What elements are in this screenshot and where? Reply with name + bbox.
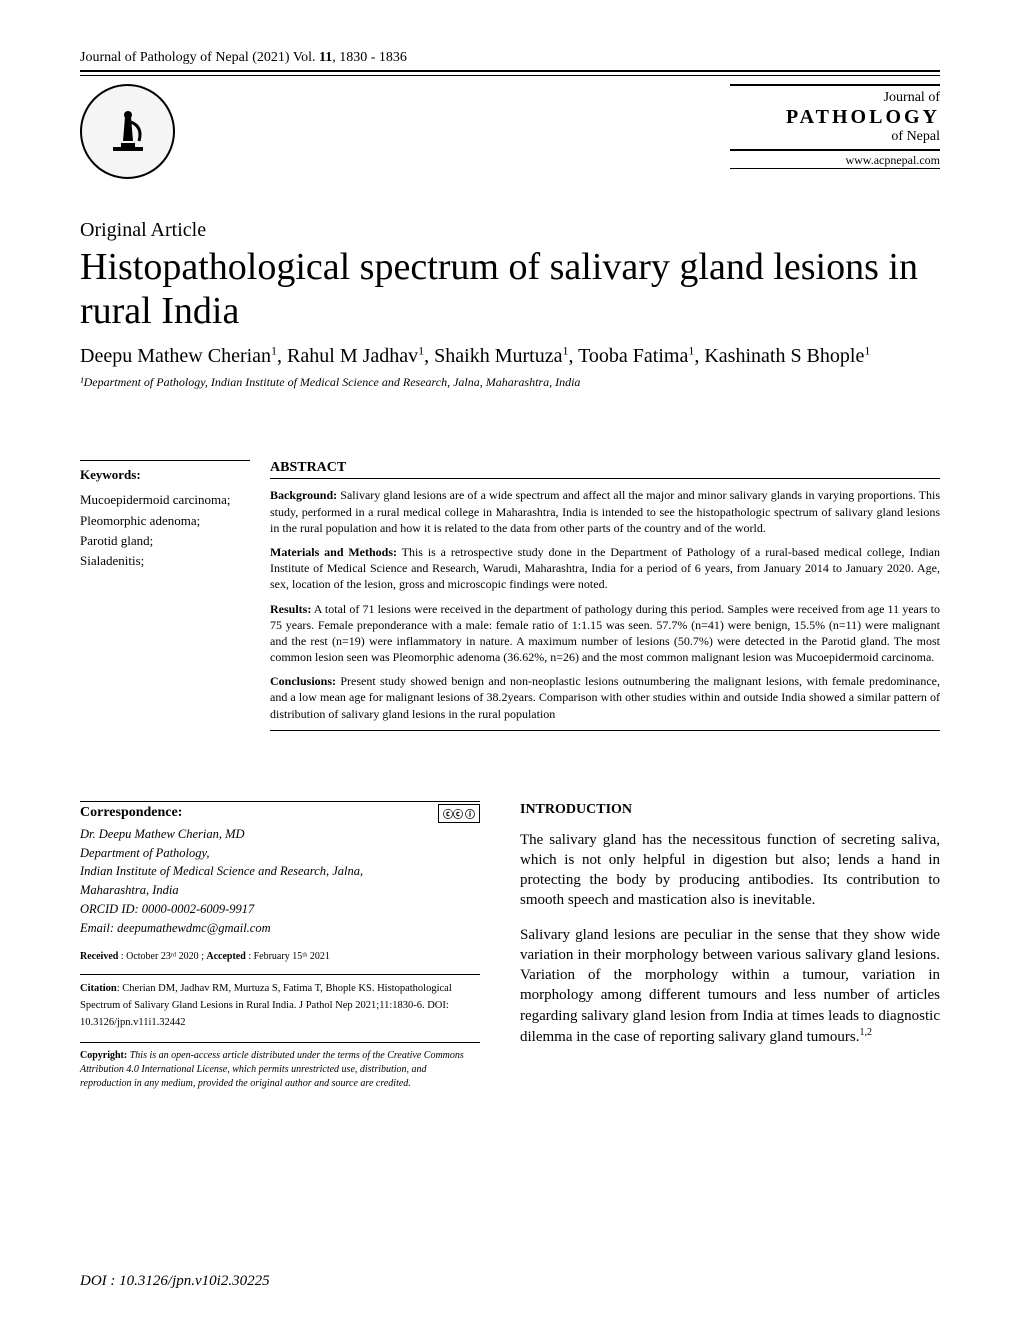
journal-logo [80,84,175,179]
correspondence-line: Dr. Deepu Mathew Cherian, MD [80,825,480,844]
correspondence-column: Correspondence: ⓒⓒ ⓘ Dr. Deepu Mathew Ch… [80,801,480,1091]
accepted-date: : February 15ᵗʰ 2021 [246,951,330,962]
intro-p2: Salivary gland lesions are peculiar in t… [520,925,940,1048]
copyright-label: Copyright: [80,1050,127,1061]
keyword-item: Pleomorphic adenoma; [80,512,250,530]
by-icon: ⓘ [465,806,475,821]
abstract-section-text: Present study showed benign and non-neop… [270,674,940,720]
keyword-item: Mucoepidermoid carcinoma; [80,491,250,509]
article-type: Original Article [80,219,940,242]
accepted-label: Accepted [206,951,245,962]
copyright-block: Copyright: This is an open-access articl… [80,1042,480,1091]
keywords-heading: Keywords: [80,467,250,483]
abstract-section: Background: Salivary gland lesions are o… [270,487,940,536]
abstract-section: Materials and Methods: This is a retrosp… [270,544,940,593]
abstract-section-label: Conclusions: [270,674,336,688]
keyword-item: Sialadenitis; [80,552,250,570]
correspondence-label: Correspondence: [80,805,182,821]
article-title: Histopathological spectrum of salivary g… [80,246,940,333]
abstract-section-text: A total of 71 lesions were received in t… [270,602,940,665]
received-label: Received [80,951,118,962]
citation-block: Citation: Cherian DM, Jadhav RM, Murtuza… [80,974,480,1031]
journal-pathology: PATHOLOGY [730,106,940,129]
received-date: : October 23ʳᵈ 2020 ; [118,951,206,962]
journal-url[interactable]: www.acpnepal.com [730,153,940,168]
keyword-item: Parotid gland; [80,532,250,550]
correspondence-line: Indian Institute of Medical Science and … [80,862,480,881]
introduction-heading: INTRODUCTION [520,801,940,820]
microscope-icon [103,107,153,157]
correspondence-line: Department of Pathology, [80,844,480,863]
journal-nepal: of Nepal [730,129,940,151]
abstract-section-label: Results: [270,602,311,616]
journal-of: Journal of [730,90,940,106]
citation-label: Citation [80,983,117,994]
correspondence-line: Email: deepumathewdmc@gmail.com [80,919,480,938]
cc-icon: ⓒⓒ [443,806,463,821]
copyright-text: This is an open-access article distribut… [80,1050,464,1089]
authors: Deepu Mathew Cherian1, Rahul M Jadhav1, … [80,343,940,369]
correspondence-header: Correspondence: ⓒⓒ ⓘ [80,801,480,823]
keywords-column: Keywords: Mucoepidermoid carcinoma; Pleom… [80,460,250,730]
intro-p1: The salivary gland has the necessitous f… [520,830,940,911]
rh-pages: , 1830 - 1836 [332,50,407,65]
abstract-section-text: Salivary gland lesions are of a wide spe… [270,488,940,534]
top-divider [80,70,940,76]
bottom-row: Correspondence: ⓒⓒ ⓘ Dr. Deepu Mathew Ch… [80,801,940,1091]
abstract-section: Results: A total of 71 lesions were rece… [270,601,940,666]
abstract-heading: ABSTRACT [270,460,940,479]
correspondence-body: Dr. Deepu Mathew Cherian, MDDepartment o… [80,825,480,938]
correspondence-line: ORCID ID: 0000-0002-6009-9917 [80,900,480,919]
abstract-section-label: Background: [270,488,337,502]
header-row: Journal of PATHOLOGY of Nepal www.acpnep… [80,84,940,179]
introduction-column: INTRODUCTION The salivary gland has the … [520,801,940,1091]
citation-text: : Cherian DM, Jadhav RM, Murtuza S, Fati… [80,983,452,1028]
abstract-section: Conclusions: Present study showed benign… [270,673,940,722]
journal-title-box: Journal of PATHOLOGY of Nepal www.acpnep… [730,84,940,169]
affiliation: ¹Department of Pathology, Indian Institu… [80,375,940,390]
cc-by-badge: ⓒⓒ ⓘ [438,804,480,823]
correspondence-line: Maharashtra, India [80,881,480,900]
doi-footer: DOI : 10.3126/jpn.v10i2.30225 [80,1273,270,1290]
abstract-row: Keywords: Mucoepidermoid carcinoma; Pleom… [80,460,940,730]
abstract-column: ABSTRACT Background: Salivary gland lesi… [270,460,940,730]
intro-p2-text: Salivary gland lesions are peculiar in t… [520,927,940,1045]
rh-vol: 11 [319,50,332,65]
running-header: Journal of Pathology of Nepal (2021) Vol… [80,50,940,66]
intro-p2-ref: 1,2 [860,1027,873,1038]
received-accepted: Received : October 23ʳᵈ 2020 ; Accepted … [80,951,480,962]
rh-journal: Journal of Pathology of Nepal (2021) Vol… [80,50,319,65]
abstract-section-label: Materials and Methods: [270,545,397,559]
abstract-end-rule [270,730,940,731]
